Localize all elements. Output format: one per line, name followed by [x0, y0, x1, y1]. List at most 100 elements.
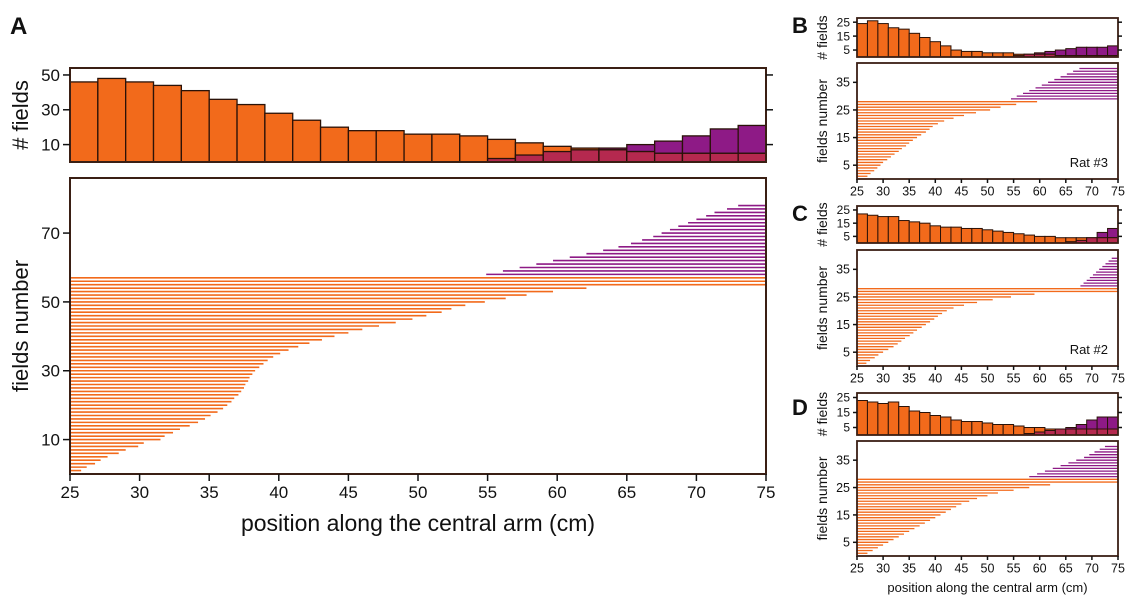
y-tick-label: 5 — [843, 421, 850, 435]
x-tick-label: 25 — [850, 372, 864, 386]
hist-bar-orange — [264, 112, 294, 163]
hist-bar-orange — [887, 27, 900, 58]
hist-bar-orange — [950, 226, 962, 244]
hist-bar-purple — [737, 124, 767, 154]
hist-bar-orange — [887, 216, 900, 244]
hist-bar-purple — [1107, 227, 1119, 239]
hist-bar-orange — [347, 130, 377, 163]
x-tick-label: 65 — [1059, 185, 1073, 199]
y-tick-label: 5 — [843, 43, 850, 57]
y-axis-label: fields number — [814, 79, 830, 163]
x-tick-label: 25 — [850, 562, 864, 576]
x-axis-label: position along the central arm (cm) — [887, 580, 1087, 595]
hist-bar-purple — [1054, 49, 1067, 57]
hist-frame — [856, 205, 1119, 244]
hist-bar-orange — [1002, 231, 1015, 244]
hist-bar-orange — [319, 126, 350, 163]
x-tick-label: 60 — [1033, 185, 1047, 199]
hist-bar-overlap — [542, 150, 572, 163]
hist-bar-purple — [709, 128, 739, 154]
x-tick-label: 30 — [876, 372, 890, 386]
y-tick-label: 15 — [837, 29, 851, 43]
x-tick-label: 50 — [409, 483, 428, 502]
hist-bar-orange — [940, 226, 952, 244]
hist-bar-orange — [908, 221, 921, 244]
hist-bar-orange — [1002, 424, 1015, 436]
hist-bar-orange — [950, 419, 962, 436]
hist-bar-orange — [992, 230, 1004, 244]
y-tick-label: 30 — [41, 101, 60, 120]
y-tick-label: 35 — [836, 76, 850, 90]
y-tick-label: 25 — [836, 481, 850, 495]
hist-bar-orange — [856, 400, 868, 436]
y-tick-label: 15 — [836, 131, 850, 145]
hist-bar-orange — [919, 37, 931, 58]
hist-bar-orange — [929, 225, 942, 244]
y-axis-label: fields number — [8, 260, 33, 392]
y-tick-label: 25 — [836, 290, 850, 304]
y-tick-label: 15 — [837, 216, 851, 230]
x-tick-label: 50 — [981, 372, 995, 386]
hist-bar-orange — [1023, 234, 1035, 244]
y-tick-label: 5 — [843, 536, 850, 550]
y-tick-label: 25 — [836, 103, 850, 117]
hist-bar-purple — [653, 140, 684, 154]
y-tick-label: 30 — [41, 362, 60, 381]
y-tick-label: 5 — [843, 159, 850, 173]
x-tick-label: 40 — [928, 185, 942, 199]
hist-bar-orange — [908, 32, 921, 58]
hist-bar-purple — [681, 135, 711, 154]
hist-bar-orange — [97, 77, 127, 163]
panel-label-a: A — [10, 13, 27, 40]
hist-bar-orange — [877, 403, 889, 436]
hist-bar-orange — [866, 214, 879, 244]
hist-bar-orange — [180, 89, 210, 163]
x-tick-label: 45 — [954, 372, 968, 386]
hist-bar-orange — [1033, 235, 1046, 244]
hist-bar-orange — [856, 213, 868, 244]
hist-bar-overlap — [709, 152, 739, 163]
hist-bar-orange — [971, 421, 983, 436]
hist-bar-purple — [1086, 419, 1098, 430]
hist-bar-purple — [1096, 231, 1109, 239]
hist-bar-orange — [403, 133, 433, 163]
hist-bar-purple — [1086, 46, 1098, 57]
hist-bar-orange — [431, 133, 461, 163]
hist-bar-orange — [929, 415, 942, 436]
hist-bar-orange — [940, 45, 952, 58]
hist-frame — [856, 17, 1119, 58]
x-tick-label: 70 — [687, 483, 706, 502]
x-tick-label: 60 — [548, 483, 567, 502]
x-tick-label: 45 — [954, 562, 968, 576]
y-tick-label: 25 — [837, 203, 851, 217]
hist-bar-orange — [887, 401, 900, 436]
y-axis-label: # fields — [8, 80, 33, 150]
hist-bar-purple — [1075, 46, 1088, 57]
x-tick-label: 75 — [1111, 562, 1125, 576]
x-tick-label: 65 — [1059, 562, 1073, 576]
y-tick-label: 35 — [836, 454, 850, 468]
x-tick-label: 75 — [1111, 185, 1125, 199]
hist-bar-purple — [1075, 424, 1088, 430]
panel-label-c: C — [792, 201, 808, 226]
y-tick-label: 15 — [836, 318, 850, 332]
x-tick-label: 35 — [902, 185, 916, 199]
hist-bar-orange — [919, 222, 931, 244]
hist-bar-orange — [1013, 425, 1025, 436]
x-tick-label: 40 — [269, 483, 288, 502]
hist-bar-orange — [898, 406, 910, 436]
y-tick-label: 5 — [843, 346, 850, 360]
hist-bar-overlap — [681, 152, 711, 163]
x-tick-label: 55 — [478, 483, 497, 502]
hist-bar-orange — [877, 216, 889, 244]
y-tick-label: 25 — [837, 391, 851, 405]
y-tick-label: 10 — [41, 136, 60, 155]
y-tick-label: 10 — [41, 431, 60, 450]
x-tick-label: 75 — [757, 483, 776, 502]
panel-label-d: D — [792, 395, 808, 420]
hist-bar-orange — [960, 421, 973, 436]
hist-bar-orange — [877, 23, 889, 58]
hist-bar-overlap — [626, 150, 656, 163]
hist-bar-purple — [1107, 45, 1119, 57]
